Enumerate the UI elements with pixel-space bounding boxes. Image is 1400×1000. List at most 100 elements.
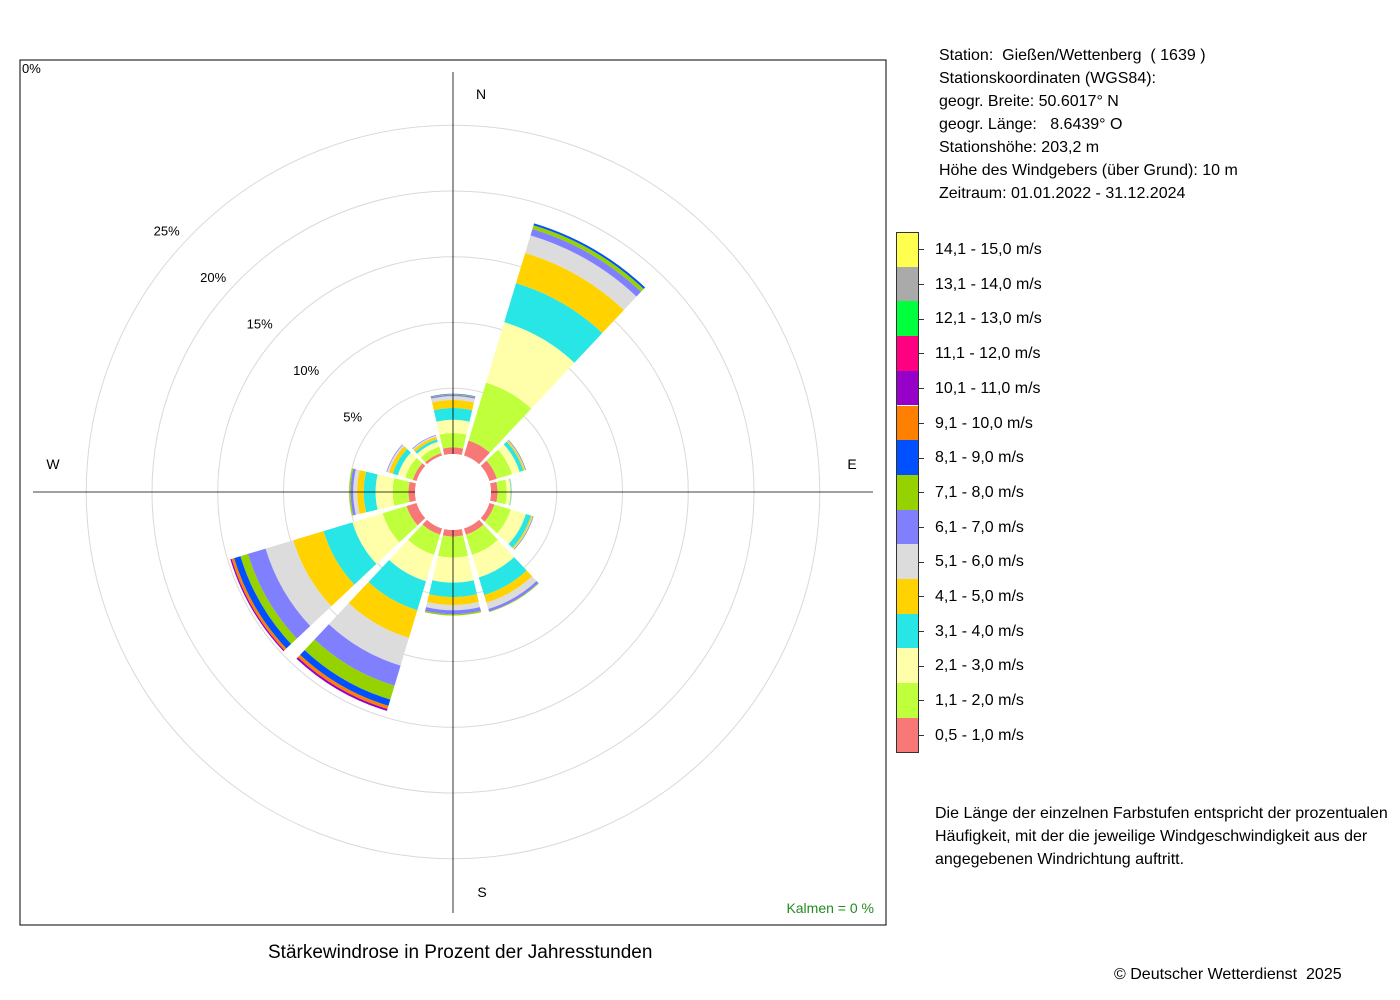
legend-item: 0,5 - 1,0 m/s	[896, 717, 1096, 753]
sector-segment	[484, 504, 511, 534]
sector-segment	[408, 524, 441, 555]
calm-label: Kalmen = 0 %	[786, 900, 874, 916]
compass-label-n: N	[476, 86, 486, 102]
legend-label: 11,1 - 12,0 m/s	[935, 345, 1041, 363]
legend-tick	[919, 422, 924, 424]
sector-segment	[417, 441, 440, 458]
sector-segment	[382, 506, 418, 543]
sector-30	[463, 223, 646, 465]
legend-item: 8,1 - 9,0 m/s	[896, 440, 1096, 475]
legend-tick	[919, 665, 924, 667]
sector-segment	[510, 478, 512, 506]
legend-tick	[919, 318, 924, 320]
legend-tick	[919, 284, 924, 286]
sector-210	[296, 519, 443, 711]
sector-segment	[430, 393, 476, 397]
sector-segment	[468, 382, 532, 453]
sector-segment	[389, 539, 435, 582]
sector-segment	[478, 557, 527, 596]
legend-swatch	[896, 683, 919, 718]
sector-segment	[480, 460, 497, 482]
station-line: geogr. Breite: 50.6017° N	[939, 93, 1119, 110]
sector-segment	[406, 502, 426, 526]
legend-swatch	[896, 474, 919, 510]
sector-segment	[504, 283, 603, 363]
sector-segment	[240, 553, 297, 645]
legend-swatch	[896, 370, 919, 406]
station-line: geogr. Länge: 8.6439° O	[939, 116, 1123, 133]
sector-segment	[349, 468, 354, 516]
sector-300	[386, 444, 426, 482]
legend-item: 14,1 - 15,0 m/s	[896, 232, 1096, 267]
legend-label: 2,1 - 3,0 m/s	[935, 657, 1024, 675]
legend-tick	[919, 249, 924, 251]
sector-segment	[424, 610, 482, 616]
compass-label-w: W	[46, 456, 60, 472]
legend-tick	[919, 631, 924, 633]
legend-swatch	[896, 509, 919, 545]
sector-segment	[430, 394, 476, 398]
legend-tick	[919, 561, 924, 563]
sector-segment	[486, 322, 575, 409]
legend-item: 6,1 - 7,0 m/s	[896, 509, 1096, 545]
sector-segment	[509, 478, 512, 506]
station-line: Zeitraum: 01.01.2022 - 31.12.2024	[939, 185, 1186, 202]
sector-segment	[293, 531, 355, 607]
sector-segment	[480, 502, 495, 522]
sector-segment	[388, 446, 408, 474]
radial-tick-label: 0%	[22, 61, 41, 76]
legend-swatch	[896, 579, 919, 614]
legend-swatch	[896, 440, 919, 475]
legend-swatch	[896, 336, 919, 371]
legend-swatch	[896, 544, 919, 579]
sector-segment	[328, 603, 409, 666]
radial-tick-label: 15%	[247, 317, 273, 332]
radial-tick-label: 5%	[343, 410, 362, 425]
legend-item: 9,1 - 10,0 m/s	[896, 405, 1096, 441]
sector-segment	[486, 576, 537, 609]
sector-segment	[488, 581, 539, 612]
sector-segment	[510, 478, 512, 506]
sector-segment	[314, 624, 401, 686]
legend-label: 4,1 - 5,0 m/s	[935, 588, 1024, 605]
sector-segment	[304, 639, 395, 700]
station-line: Stationshöhe: 203,2 m	[939, 139, 1100, 156]
legend-swatch	[896, 405, 919, 441]
legend-item: 7,1 - 8,0 m/s	[896, 474, 1096, 510]
sector-segment	[234, 556, 292, 649]
sector-segment	[506, 440, 525, 471]
legend-swatch	[896, 717, 919, 753]
legend-label: 8,1 - 9,0 m/s	[935, 449, 1024, 467]
legend-swatch	[896, 613, 919, 649]
legend-tick	[919, 526, 924, 528]
legend-label: 13,1 - 14,0 m/s	[935, 275, 1042, 293]
sector-segment	[405, 457, 423, 480]
sector-segment	[486, 449, 513, 479]
legend-item: 2,1 - 3,0 m/s	[896, 648, 1096, 684]
sector-segment	[509, 478, 512, 506]
legend-label: 14,1 - 15,0 m/s	[935, 241, 1042, 258]
sector-segment	[516, 252, 624, 333]
sector-segment	[496, 509, 526, 545]
wind-sectors	[230, 223, 646, 711]
sector-segment	[397, 452, 417, 478]
sector-segment	[497, 444, 520, 475]
legend-item: 1,1 - 2,0 m/s	[896, 683, 1096, 718]
sector-segment	[420, 446, 442, 463]
legend-label: 10,1 - 11,0 m/s	[935, 379, 1041, 397]
legend-label: 3,1 - 4,0 m/s	[935, 622, 1024, 640]
plot-area: 0% 5% 10% 15% 20% 25% N E S W Kalmen = 0 %	[19, 59, 887, 926]
sector-240	[230, 502, 426, 652]
station-line: Station: Gießen/Wettenberg ( 1639 )	[939, 47, 1206, 64]
radial-tick-label: 20%	[200, 270, 226, 285]
sector-segment	[425, 453, 443, 465]
sector-segment	[368, 559, 427, 611]
sector-segment	[348, 582, 418, 638]
radial-tick-labels: 0% 5% 10% 15% 20% 25%	[22, 61, 362, 425]
sector-segment	[300, 650, 391, 706]
legend-tick	[919, 596, 924, 598]
sector-120	[480, 502, 534, 550]
sector-segment	[247, 548, 311, 639]
legend-item: 11,1 - 12,0 m/s	[896, 336, 1096, 371]
